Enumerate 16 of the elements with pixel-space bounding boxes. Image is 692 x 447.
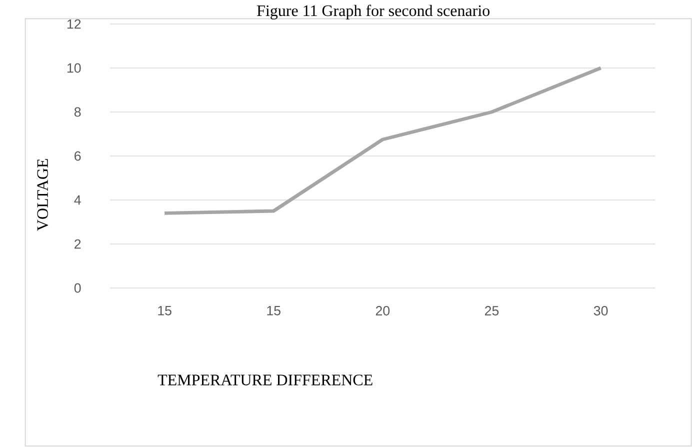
y-axis-title: VOLTAGE bbox=[37, 159, 48, 232]
y-tick-label: 8 bbox=[74, 107, 81, 117]
x-tick-label: 15 bbox=[267, 306, 280, 316]
x-tick-label: 20 bbox=[376, 306, 390, 316]
x-axis-title: TEMPERATURE DIFFERENCE bbox=[158, 374, 372, 386]
y-tick-label: 10 bbox=[67, 63, 81, 73]
y-tick-label: 0 bbox=[74, 283, 81, 293]
x-tick-label: 25 bbox=[484, 306, 499, 316]
x-tick-label: 30 bbox=[594, 306, 608, 316]
chart-title: Figure 11 Graph for second scenario bbox=[257, 4, 490, 20]
x-tick-label: 15 bbox=[158, 306, 172, 316]
y-tick-label: 6 bbox=[74, 151, 81, 161]
line-series bbox=[162, 66, 603, 216]
y-tick-label: 12 bbox=[67, 20, 81, 29]
y-tick-label: 2 bbox=[74, 240, 81, 249]
y-tick-label: 4 bbox=[74, 196, 81, 205]
